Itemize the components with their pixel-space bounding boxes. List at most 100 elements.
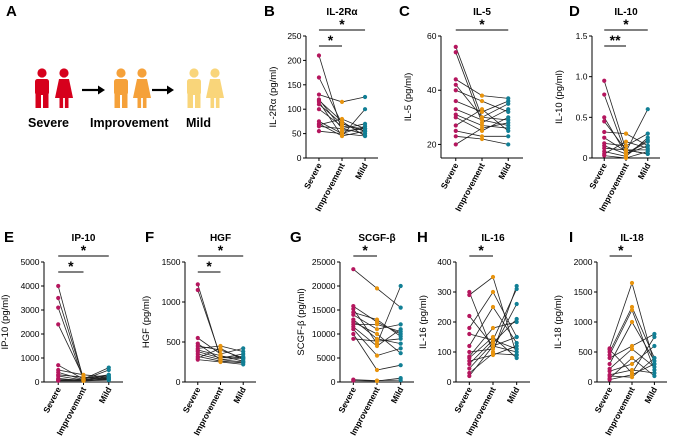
x-category-label: Severe <box>41 385 63 415</box>
data-point-improvement <box>339 116 345 122</box>
data-point-improvement <box>490 325 496 331</box>
data-point-severe <box>602 119 607 124</box>
data-point-severe <box>453 98 458 104</box>
data-point-mild <box>362 126 368 131</box>
data-point-mild <box>398 322 403 327</box>
data-point-severe <box>602 78 607 83</box>
y-tick-label: 1500 <box>162 257 181 267</box>
data-point-severe <box>607 355 612 361</box>
data-point-severe <box>467 331 472 337</box>
data-point-mild <box>514 283 519 289</box>
y-axis-label: IL-10 (pg/ml) <box>554 70 565 124</box>
y-tick-label: 1.5 <box>576 31 588 41</box>
y-tick-label: 0 <box>583 153 588 163</box>
data-point-mild <box>506 115 511 120</box>
data-point-mild <box>514 301 519 307</box>
y-tick-label: 3000 <box>21 305 40 315</box>
data-point-mild <box>241 357 246 362</box>
data-point-severe <box>602 92 607 97</box>
data-point-severe <box>453 123 458 128</box>
data-point-severe <box>602 135 607 140</box>
y-tick-label: 20000 <box>312 281 336 291</box>
data-point-mild <box>514 355 519 361</box>
x-category-label: Severe <box>302 161 324 191</box>
x-category-label: Severe <box>587 161 609 191</box>
y-axis-label: IL-16 (pg/ml) <box>418 295 429 349</box>
data-point-mild <box>652 361 657 367</box>
data-point-severe <box>453 115 458 120</box>
data-point-mild <box>514 319 519 325</box>
data-point-severe <box>467 366 472 371</box>
data-point-mild <box>398 336 403 341</box>
data-point-severe <box>453 88 458 93</box>
data-point-mild <box>652 370 657 376</box>
data-point-mild <box>362 107 368 112</box>
data-point-mild <box>645 149 650 154</box>
y-tick-label: 500 <box>578 347 592 357</box>
data-point-severe <box>351 267 356 272</box>
y-axis-label: IL-5 (pg/ml) <box>403 73 414 122</box>
y-axis-label: IP-10 (pg/ml) <box>0 295 11 350</box>
subject-line <box>57 324 109 379</box>
y-axis-label: SCGF-β (pg/ml) <box>296 288 307 355</box>
data-point-severe <box>351 336 356 341</box>
data-point-improvement <box>629 346 635 352</box>
data-point-improvement <box>490 343 496 349</box>
x-category-label: Severe <box>452 385 474 415</box>
subject-line <box>455 46 509 118</box>
y-tick-label: 200 <box>287 55 301 65</box>
y-tick-label: 1000 <box>21 353 40 363</box>
data-point-mild <box>398 351 403 356</box>
x-category-label: Mild <box>496 161 513 181</box>
data-point-severe <box>316 92 322 97</box>
data-point-improvement <box>479 136 485 142</box>
data-point-mild <box>506 120 511 125</box>
subject-line <box>57 285 109 381</box>
data-point-severe <box>467 325 472 331</box>
data-point-mild <box>241 362 246 367</box>
chart-panel-e: E IP-10 0 1000 2000 3000 4000 5000 IP-10 (pg/ml)… <box>0 229 123 437</box>
data-point-severe <box>453 77 458 82</box>
data-point-improvement <box>629 367 635 373</box>
chart-title: IL-18 <box>620 233 644 244</box>
data-point-mild <box>514 334 519 340</box>
data-point-mild <box>398 327 403 332</box>
y-tick-label: 5000 <box>21 257 40 267</box>
data-point-improvement <box>218 346 223 351</box>
data-point-improvement <box>629 319 635 325</box>
y-tick-label: 0 <box>588 377 593 387</box>
data-point-mild <box>652 334 657 340</box>
data-point-severe <box>351 378 356 383</box>
data-point-mild <box>652 373 657 379</box>
chart-title: IP-10 <box>72 233 96 244</box>
data-point-improvement <box>629 280 635 286</box>
data-point-mild <box>506 98 511 104</box>
x-category-label: Severe <box>336 385 358 415</box>
y-tick-label: 1.0 <box>576 72 588 82</box>
y-tick-label: 2000 <box>574 257 593 267</box>
data-point-mild <box>241 349 246 354</box>
chart-title: HGF <box>210 233 231 244</box>
y-tick-label: 5000 <box>317 353 336 363</box>
data-point-mild <box>506 142 511 147</box>
data-point-severe <box>467 370 472 376</box>
x-category-label: Mild <box>636 161 653 181</box>
y-tick-label: 0 <box>447 377 452 387</box>
data-point-severe <box>602 146 607 151</box>
panel-label: F <box>145 229 154 246</box>
x-category-label: Mild <box>231 385 248 405</box>
data-point-severe <box>453 50 458 55</box>
x-category-label: Mild <box>642 385 659 405</box>
data-point-severe <box>467 373 472 379</box>
y-tick-label: 20 <box>427 139 437 149</box>
y-axis-label: IL-18 (pg/ml) <box>553 295 564 349</box>
data-point-severe <box>467 358 472 364</box>
data-point-mild <box>106 367 111 373</box>
improvement-people-icon <box>114 68 151 108</box>
data-point-severe <box>195 287 200 293</box>
data-point-improvement <box>623 143 629 148</box>
data-point-improvement <box>490 351 496 356</box>
data-point-improvement <box>479 93 485 98</box>
x-category-label: Mild <box>353 161 370 181</box>
